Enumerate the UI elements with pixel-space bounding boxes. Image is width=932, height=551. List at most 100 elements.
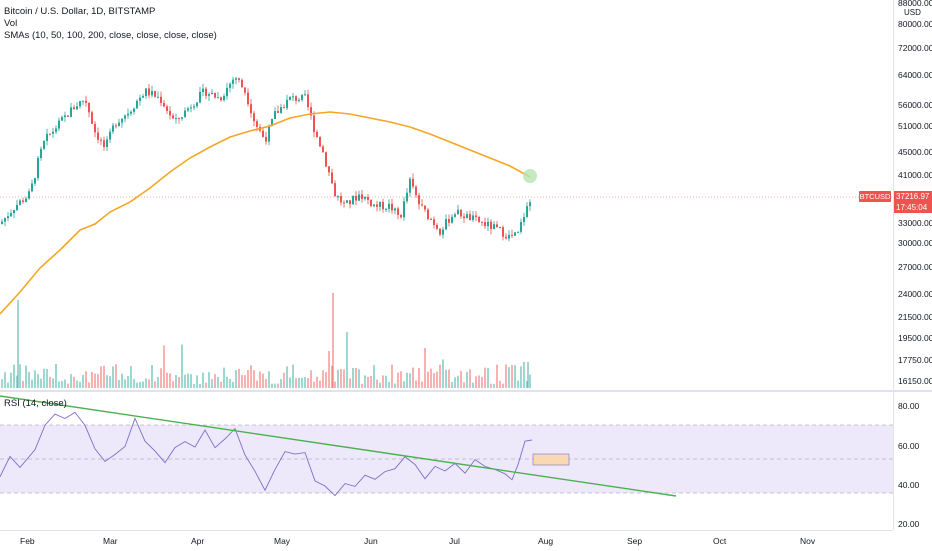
candlestick-chart[interactable] bbox=[0, 0, 893, 390]
candle-body bbox=[268, 125, 270, 142]
chart-title[interactable]: Bitcoin / U.S. Dollar, 1D, BITSTAMP bbox=[4, 6, 156, 17]
candle-body bbox=[37, 158, 39, 179]
candle-body bbox=[1, 221, 3, 224]
candle-body bbox=[397, 208, 399, 215]
candle-body bbox=[298, 99, 300, 101]
candle-body bbox=[358, 194, 360, 201]
rsi-legend[interactable]: RSI (14, close) bbox=[4, 398, 67, 409]
candle-body bbox=[493, 224, 495, 230]
candle-body bbox=[289, 96, 291, 100]
candle-body bbox=[58, 120, 60, 129]
volume-bar bbox=[274, 383, 276, 388]
volume-bar bbox=[502, 383, 504, 388]
candle-body bbox=[124, 115, 126, 119]
volume-bar bbox=[385, 375, 387, 388]
candle-body bbox=[10, 213, 12, 217]
candle-body bbox=[142, 95, 144, 98]
volume-bar bbox=[1, 379, 3, 388]
candle-body bbox=[163, 102, 165, 107]
candle-body bbox=[478, 217, 480, 222]
candle-body bbox=[460, 209, 462, 217]
volume-bar bbox=[148, 379, 150, 388]
candle-body bbox=[322, 146, 324, 153]
volume-bar bbox=[88, 382, 90, 388]
price-chart-pane[interactable]: Bitcoin / U.S. Dollar, 1D, BITSTAMP Vol … bbox=[0, 0, 893, 390]
candle-body bbox=[265, 136, 267, 142]
candle-body bbox=[196, 102, 198, 107]
candle-body bbox=[373, 204, 375, 207]
volume-bar bbox=[238, 368, 240, 388]
volume-bar bbox=[79, 381, 81, 388]
volume-bar bbox=[13, 364, 15, 388]
volume-bar bbox=[115, 364, 117, 388]
candle-body bbox=[466, 214, 468, 219]
candle-body bbox=[379, 201, 381, 207]
candle-body bbox=[475, 215, 477, 218]
rsi-pane[interactable]: RSI (14, close) bbox=[0, 392, 893, 530]
volume-bar bbox=[472, 382, 474, 388]
candle-body bbox=[28, 191, 30, 199]
rsi-axis[interactable]: 80.00 60.00 40.00 20.00 bbox=[893, 392, 932, 530]
price-tick: 56000.00 bbox=[898, 100, 932, 110]
volume-bar bbox=[202, 372, 204, 388]
candle-body bbox=[136, 100, 138, 109]
candle-body bbox=[331, 172, 333, 184]
volume-bar bbox=[190, 374, 192, 388]
volume-bar bbox=[109, 376, 111, 388]
candle-body bbox=[295, 96, 297, 101]
volume-bar bbox=[175, 375, 177, 388]
candle-body bbox=[505, 236, 507, 239]
candle-body bbox=[280, 107, 282, 113]
candle-body bbox=[241, 79, 243, 88]
candle-body bbox=[175, 117, 177, 119]
price-axis[interactable]: 88000.00 USD 80000.00 72000.00 64000.00 … bbox=[893, 0, 932, 390]
candle-body bbox=[364, 196, 366, 199]
volume-bar bbox=[466, 371, 468, 388]
volume-bar bbox=[376, 379, 378, 388]
volume-legend[interactable]: Vol bbox=[4, 18, 18, 29]
volume-bar bbox=[244, 375, 246, 388]
volume-bar bbox=[295, 378, 297, 388]
price-tick: 88000.00 bbox=[898, 0, 932, 8]
candle-body bbox=[319, 137, 321, 147]
volume-bar bbox=[478, 375, 480, 388]
candle-body bbox=[328, 166, 330, 173]
volume-bar bbox=[217, 376, 219, 388]
time-axis[interactable]: Feb Mar Apr May Jun Jul Aug Sep Oct Nov bbox=[0, 530, 893, 551]
candle-body bbox=[115, 125, 117, 127]
volume-bar bbox=[517, 380, 519, 388]
volume-bar bbox=[17, 300, 19, 388]
candle-body bbox=[253, 113, 255, 122]
volume-bar bbox=[130, 366, 132, 388]
price-tick: 16150.00 bbox=[898, 376, 932, 386]
time-label: Aug bbox=[538, 536, 554, 546]
candle-body bbox=[451, 216, 453, 223]
volume-bar bbox=[253, 370, 255, 388]
volume-bar bbox=[262, 373, 264, 388]
volume-bar bbox=[307, 378, 309, 388]
volume-bar bbox=[403, 381, 405, 388]
candle-body bbox=[172, 115, 174, 119]
bar-countdown: 17:45:04 bbox=[896, 203, 928, 212]
rsi-chart[interactable] bbox=[0, 392, 893, 530]
volume-bar bbox=[187, 373, 189, 388]
volume-bar bbox=[124, 379, 126, 388]
volume-bar bbox=[514, 365, 516, 388]
volume-bar bbox=[247, 369, 249, 388]
volume-bar bbox=[121, 373, 123, 388]
candle-body bbox=[472, 215, 474, 220]
volume-bar bbox=[61, 380, 63, 388]
candle-body bbox=[43, 140, 45, 149]
last-price-value: 37216.97 bbox=[896, 192, 930, 201]
sma-legend[interactable]: SMAs (10, 50, 100, 200, close, close, cl… bbox=[4, 30, 217, 41]
rsi-tick: 20.00 bbox=[898, 519, 920, 529]
rsi-tick: 40.00 bbox=[898, 480, 920, 490]
candle-body bbox=[442, 229, 444, 235]
volume-bar bbox=[133, 378, 135, 388]
volume-bar bbox=[259, 371, 261, 388]
volume-bar bbox=[46, 369, 48, 388]
pane-separator[interactable] bbox=[0, 390, 932, 392]
candle-body bbox=[481, 221, 483, 223]
candle-body bbox=[421, 204, 423, 206]
candle-body bbox=[496, 224, 498, 228]
